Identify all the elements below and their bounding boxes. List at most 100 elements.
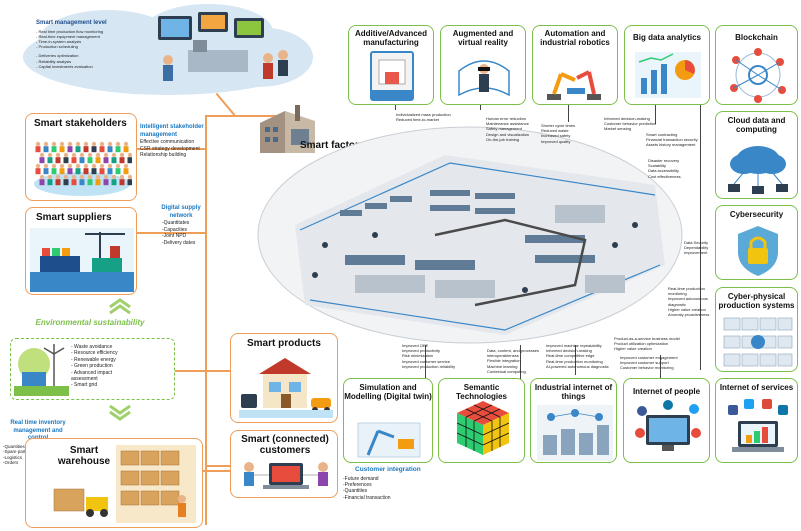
person-body [55, 157, 61, 164]
person-head [99, 141, 105, 147]
person-head [47, 174, 53, 180]
chevron-up-icon [108, 297, 132, 315]
factory-floor [255, 115, 685, 350]
benefit-item: Reduced waste [541, 128, 569, 134]
person-body [87, 179, 93, 186]
person-body [123, 168, 129, 175]
person-body [83, 146, 89, 153]
person-head [59, 163, 65, 169]
benefit-item: Improved OEE [402, 343, 429, 348]
benefit-item: Reduced time-to-market [396, 117, 439, 123]
management-item: - Time-in-system analysis [36, 38, 82, 44]
connector-management [205, 115, 285, 117]
benefit-item: Improved autonomous [668, 296, 708, 302]
tech-title: Industrial internet of things [534, 383, 613, 401]
warehouse-item: -Orders [3, 460, 19, 466]
smart-management-title: Smart management level [36, 20, 107, 26]
lock-icon [732, 222, 784, 278]
person-body [51, 146, 57, 153]
tech-box-cpps: Cyber-physical production systems [715, 287, 798, 372]
benefit-item: Financial transaction security [646, 137, 698, 143]
supplier-item: -Delivery dates [162, 239, 196, 246]
person-body [79, 179, 85, 186]
person-head [43, 163, 49, 169]
tech-title: Cybersecurity [729, 210, 784, 219]
benefit-item: Market sensing [604, 126, 632, 132]
person-head [127, 174, 133, 180]
tech-title: Internet of services [719, 383, 794, 392]
supplier-item: -Capacities [162, 226, 188, 233]
person-body [35, 168, 41, 175]
benefit-item: Higher value creation [614, 346, 652, 352]
benefit-item: interoperableness [487, 353, 519, 359]
leader-line-8 [575, 345, 576, 375]
smart-warehouse-box: Smart warehouse [25, 438, 203, 528]
environment-item: assessment [71, 376, 98, 383]
benefit-item: Human error reduction [486, 116, 527, 121]
person-body [83, 168, 89, 175]
person-body [87, 157, 93, 164]
person-head [95, 174, 101, 180]
person-head [79, 152, 85, 158]
person-body [51, 168, 57, 175]
smart-stakeholders-box: Smart stakeholders [25, 113, 137, 201]
connector-suppliers [120, 232, 207, 234]
person-body [127, 157, 133, 164]
tech-box-internet-of-services: Internet of services [715, 378, 798, 463]
person-head [99, 163, 105, 169]
benefit-item: Informed decision-making [604, 116, 650, 121]
tech-box-cybersecurity: Cybersecurity [715, 205, 798, 280]
connector-environment [175, 370, 207, 372]
person-head [83, 163, 89, 169]
person-body [59, 168, 65, 175]
benefit-item: Assets history management [646, 142, 696, 148]
person-head [87, 174, 93, 180]
person-body [71, 179, 77, 186]
environmental-box: - Waste avoidance - Resource efficiency … [10, 338, 175, 400]
devices-grid-icon [722, 316, 794, 370]
benefit-item: Risk minimization [402, 353, 434, 359]
leader-line-9 [660, 355, 661, 385]
person-body [75, 168, 81, 175]
benefit-item: Cost effectiveness [648, 173, 681, 179]
benefit-item: Safety management [486, 126, 522, 132]
management-item: - Real-time equipment management [36, 33, 100, 39]
benefit-item: Contextual computing [487, 368, 526, 374]
benefit-item: Improved quality [541, 138, 571, 144]
iot-factory-icon [537, 405, 613, 461]
benefit-item: Product-as-a-service business model [614, 336, 680, 341]
analytics-icon [631, 48, 705, 102]
benefit-item: Improved production reliability [402, 363, 456, 369]
benefit-item: Data Security [684, 240, 709, 245]
supplier-item: -Quantitates [162, 220, 190, 226]
tech-box-semantic: Semantic Technologies [438, 378, 525, 463]
person-body [39, 179, 45, 186]
chevron-down-icon [108, 403, 132, 421]
management-item: - Real time production flow monitoring [36, 28, 104, 34]
customer-item: -Preferences [343, 481, 372, 488]
person-head [123, 141, 129, 147]
tech-title: Big data analytics [632, 33, 702, 42]
person-body [103, 157, 109, 164]
tech-box-additive: Additive/Advanced manufacturing [348, 25, 434, 105]
stakeholder-item: CSR strategy development [140, 145, 200, 152]
leader-line-5 [700, 70, 701, 370]
smart-customers-title: Smart (connected) customers [241, 434, 329, 456]
tech-title: Additive/Advanced manufacturing [354, 29, 427, 47]
leader-line-7 [520, 345, 521, 380]
person-head [75, 141, 81, 147]
person-body [79, 157, 85, 164]
factory-building-icon [255, 103, 325, 158]
benefit-item: Higher value creation [668, 306, 706, 312]
3d-printer-icon [367, 48, 417, 103]
person-body [67, 146, 73, 153]
benefit-item: Improved machine repeatability [546, 343, 602, 348]
connector-spine [205, 115, 207, 525]
person-body [107, 168, 113, 175]
customers-network-icon [239, 457, 333, 497]
person-head [67, 163, 73, 169]
person-body [91, 146, 97, 153]
person-head [71, 152, 77, 158]
person-body [123, 146, 129, 153]
person-head [115, 163, 121, 169]
